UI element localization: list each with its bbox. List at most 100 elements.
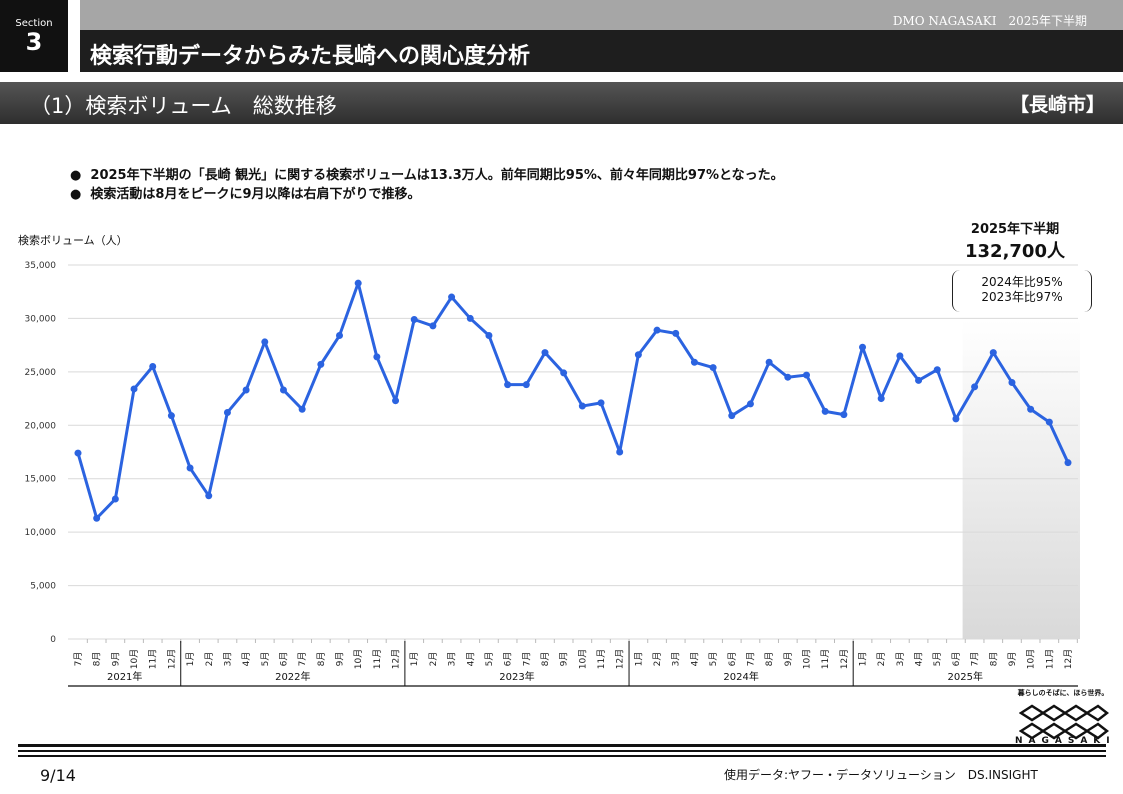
y-tick-label: 25,000	[25, 368, 57, 378]
x-month-label: 11月	[596, 649, 607, 669]
x-month-label: 11月	[148, 649, 159, 669]
data-point	[74, 449, 82, 457]
data-point	[634, 351, 642, 359]
x-month-label: 2月	[652, 652, 663, 667]
bullet-text: 検索活動は8月をピークに9月以降は右肩下がりで推移。	[90, 187, 421, 202]
y-tick-label: 35,000	[25, 261, 57, 271]
nagasaki-logo: 暮らしのそばに、ほら世界。 NAGASAKI	[1015, 688, 1111, 746]
y-axis-label: 検索ボリューム（人）	[18, 234, 128, 247]
data-point	[261, 338, 269, 346]
x-month-label: 12月	[615, 649, 626, 669]
kpi-period: 2025年下半期	[970, 222, 1060, 237]
data-point	[784, 373, 792, 381]
bullet-item: ● 検索活動は8月をピークに9月以降は右肩下がりで推移。	[70, 187, 421, 202]
x-month-label: 9月	[1007, 652, 1018, 667]
section-badge: Section 3	[0, 0, 68, 72]
x-month-label: 4月	[689, 652, 700, 667]
logo-tagline: 暮らしのそばに、ほら世界。	[1017, 689, 1109, 697]
comparison-2023: 2023年比97%	[981, 290, 1063, 304]
x-year-label: 2021年	[107, 670, 142, 683]
x-month-label: 2月	[204, 652, 215, 667]
data-point	[859, 343, 867, 351]
data-point	[279, 386, 287, 394]
x-year-label: 2023年	[499, 670, 534, 683]
data-point	[933, 366, 941, 374]
x-month-label: 7月	[73, 652, 84, 667]
y-tick-label: 15,000	[25, 475, 57, 485]
x-month-label: 4月	[465, 652, 476, 667]
x-month-label: 6月	[503, 652, 514, 667]
x-month-label: 3月	[447, 652, 458, 667]
data-point	[466, 314, 474, 322]
page-title: 検索行動データからみた長崎への関心度分析	[80, 30, 1123, 72]
data-point	[616, 448, 624, 456]
data-point	[167, 412, 175, 420]
x-month-label: 8月	[316, 652, 327, 667]
x-month-label: 8月	[764, 652, 775, 667]
data-point	[186, 464, 194, 472]
x-month-label: 7月	[521, 652, 532, 667]
x-month-label: 1月	[185, 652, 196, 667]
data-point	[354, 279, 362, 287]
x-month-label: 7月	[745, 652, 756, 667]
data-point	[1064, 459, 1072, 467]
data-point	[746, 400, 754, 408]
x-month-label: 4月	[241, 652, 252, 667]
data-point	[149, 363, 157, 371]
x-month-label: 8月	[988, 652, 999, 667]
line-chart: 0 5,000 10,000 15,000 20,000 25,000 30,000 35,0…	[25, 261, 1080, 687]
data-point	[522, 381, 530, 389]
data-point	[336, 332, 344, 340]
data-point	[541, 349, 549, 357]
footer-rules	[18, 744, 1106, 760]
data-point	[373, 353, 381, 361]
x-month-label: 10月	[577, 649, 588, 669]
sub-header: （1）検索ボリューム 総数推移 【長崎市】	[0, 82, 1123, 124]
x-month-label: 8月	[540, 652, 551, 667]
subheader-title: （1）検索ボリューム 総数推移	[30, 94, 337, 118]
x-year-label: 2022年	[275, 670, 310, 683]
x-month-label: 5月	[484, 652, 495, 667]
data-point	[989, 349, 997, 357]
data-point	[690, 358, 698, 366]
data-point	[840, 411, 848, 419]
data-point	[877, 395, 885, 403]
data-source: 使用データ:ヤフー・データソリューション DS.INSIGHT	[724, 768, 1038, 782]
data-point	[242, 386, 250, 394]
data-point	[1045, 418, 1053, 426]
x-month-label: 9月	[559, 652, 570, 667]
x-month-label: 3月	[671, 652, 682, 667]
x-month-label: 3月	[222, 652, 233, 667]
x-month-label: 6月	[278, 652, 289, 667]
data-point	[728, 412, 736, 420]
data-point	[504, 381, 512, 389]
data-point	[765, 358, 773, 366]
comparison-2024: 2024年比95%	[981, 275, 1063, 289]
page-number: 9/14	[40, 766, 76, 785]
x-month-label: 1月	[633, 652, 644, 667]
region-label: 【長崎市】	[1009, 94, 1105, 116]
x-month-label: 8月	[92, 652, 103, 667]
x-month-label: 5月	[932, 652, 943, 667]
section-label: Section	[15, 18, 53, 29]
x-month-label: 10月	[1026, 649, 1037, 669]
x-month-label: 9月	[783, 652, 794, 667]
data-point	[709, 364, 717, 372]
bullet-item: ● 2025年下半期の「長崎 観光」に関する検索ボリュームは13.3万人。前年同…	[70, 168, 784, 183]
data-point	[205, 492, 213, 500]
x-month-label: 12月	[839, 649, 850, 669]
data-point	[410, 315, 418, 323]
data-point	[971, 383, 979, 391]
kpi-box: 2025年下半期 132,700人	[955, 218, 1075, 263]
diamond-logo-icon	[1019, 704, 1109, 740]
x-month-label: 2月	[876, 652, 887, 667]
x-month-label: 10月	[801, 649, 812, 669]
kpi-value: 132,700人	[965, 241, 1065, 262]
x-month-label: 7月	[970, 652, 981, 667]
logo-name: NAGASAKI	[1015, 736, 1116, 746]
data-point	[298, 405, 306, 413]
x-month-label: 12月	[166, 649, 177, 669]
x-month-label: 6月	[951, 652, 962, 667]
data-point	[915, 376, 923, 384]
x-month-label: 11月	[372, 649, 383, 669]
